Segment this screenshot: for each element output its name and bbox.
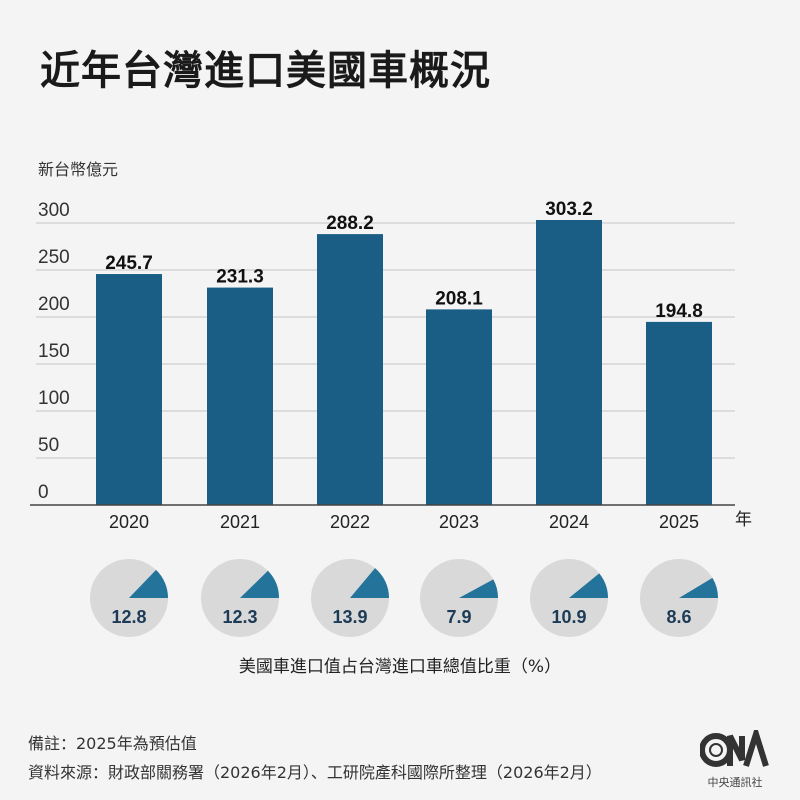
bar — [96, 274, 162, 505]
y-tick-label: 0 — [38, 482, 49, 503]
y-tick-label: 200 — [38, 294, 70, 315]
pie-value-label: 8.6 — [666, 607, 691, 627]
cna-logo-icon — [699, 723, 769, 767]
bar — [536, 219, 602, 505]
pie-value-label: 7.9 — [446, 607, 471, 627]
y-tick-label: 150 — [38, 341, 70, 362]
x-axis-unit-label: 年 — [735, 510, 752, 530]
cna-logo: 中央通訊社 — [699, 723, 770, 790]
bar — [317, 234, 383, 506]
pie-slice — [129, 569, 168, 598]
x-tick-label: 2023 — [439, 512, 479, 532]
bar — [646, 321, 712, 505]
page-title: 近年台灣進口美國車概況 — [40, 48, 491, 94]
bar-value-label: 208.1 — [435, 288, 483, 309]
x-tick-label: 2025 — [659, 512, 699, 532]
pie-slice — [459, 579, 498, 598]
pie-value-label: 10.9 — [551, 607, 586, 627]
y-tick-label: 250 — [38, 247, 70, 268]
y-tick-label: 50 — [38, 435, 59, 456]
pie-value-label: 12.8 — [111, 607, 146, 627]
y-tick-label: 300 — [38, 200, 70, 221]
bar — [426, 309, 492, 505]
bar-value-label: 245.7 — [105, 253, 153, 274]
y-tick-label: 100 — [38, 388, 70, 409]
note-source: 資料來源：財政部關務署（2026年2月）、工研院產科國際所整理（2026年2月） — [28, 763, 602, 782]
y-axis-unit-label: 新台幣億元 — [38, 160, 119, 179]
pie-slice — [240, 570, 279, 598]
bar-value-label: 231.3 — [216, 267, 264, 288]
pie-slice — [679, 577, 718, 598]
x-tick-label: 2022 — [330, 512, 370, 532]
logo-name: 中央通訊社 — [707, 776, 763, 789]
pie-caption: 美國車進口值占台灣進口車總值比重（%） — [238, 657, 562, 677]
pie-value-label: 13.9 — [332, 607, 367, 627]
note-remark: 備註：2025年為預估值 — [28, 734, 197, 753]
x-tick-label: 2024 — [549, 512, 589, 532]
x-tick-label: 2020 — [109, 512, 149, 532]
pie-value-label: 12.3 — [222, 607, 257, 627]
bar-value-label: 303.2 — [545, 199, 593, 220]
bar-value-label: 194.8 — [655, 301, 703, 322]
bar-value-label: 288.2 — [326, 213, 374, 234]
pie-slice — [569, 573, 608, 598]
bar — [207, 287, 273, 505]
pie-slice — [350, 568, 389, 598]
x-tick-label: 2021 — [220, 512, 260, 532]
